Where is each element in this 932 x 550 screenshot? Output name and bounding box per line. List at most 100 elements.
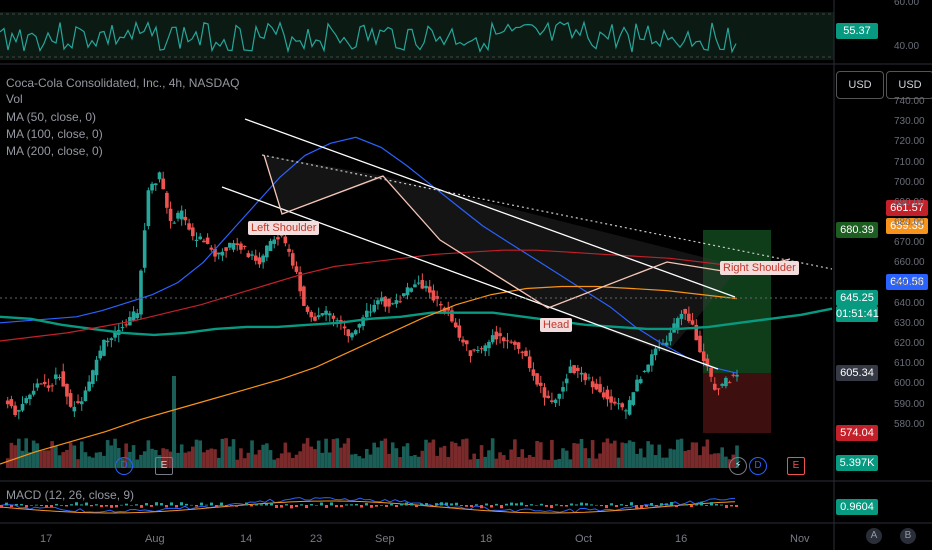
volume-bar [165,449,169,468]
candle-body [105,340,110,343]
macd-hist-bar [330,502,333,506]
volume-bar [605,438,610,468]
candle-body [239,243,243,250]
macd-hist-bar [190,504,193,506]
candle-body [535,373,539,385]
candle-body [179,210,184,220]
macd-hist-bar [380,505,383,506]
candle-body [224,247,228,251]
earnings-badge-1[interactable]: E [155,457,173,475]
macd-hist-bar [30,505,33,506]
currency-button-1[interactable]: USD [836,71,884,99]
candle-body [72,406,77,412]
macd-hist-bar [450,503,453,506]
volume-bar [35,443,40,468]
candle-body [650,354,654,366]
volume-bar [442,445,447,468]
macd-histogram [0,502,738,509]
volume-bar [420,450,425,468]
x-tick-label: Nov [790,533,810,545]
volume-bar [405,443,410,468]
volume-bar [409,456,414,468]
volume-bar [168,451,173,468]
macd-hist-bar [395,505,398,508]
candle-body [39,383,43,385]
candle-body [46,385,51,388]
macd-hist-bar [575,504,578,506]
volume-bar-spike [172,376,176,468]
candle-body [450,310,454,322]
candle-body [54,374,58,379]
volume-bar [735,445,739,468]
candle-body [61,371,66,387]
macd-hist-bar [50,505,53,508]
signal-line [0,500,736,514]
y-tick-label: 710.00 [894,156,925,168]
candle-body [120,327,125,329]
macd-hist-bar [55,503,58,506]
macd-hist-bar [665,503,668,506]
macd-hist-bar [140,505,143,508]
candle-body [335,320,339,322]
volume-bar [505,459,510,468]
log-scale-button[interactable]: B [900,528,916,544]
volume-bar [638,448,643,468]
dividend-badge-1[interactable]: D [115,457,133,475]
volume-bar [587,458,591,468]
macd-hist-bar [475,504,478,506]
candle-body [153,183,158,186]
currency-button-2[interactable]: USD [886,71,932,99]
volume-bar [9,442,14,468]
volume-bar [712,453,717,468]
macd-hist-bar [735,505,738,507]
volume-bar [131,445,136,468]
candle-body [457,325,462,338]
volume-bar [209,448,214,468]
candle-body [187,223,191,230]
volume-bar [531,456,536,468]
candle-body [161,178,165,190]
volume-bar [239,448,243,468]
candle-body [542,387,547,398]
volume-bar [627,440,632,468]
candle-body [716,388,721,390]
candle-body [324,310,328,315]
macd-hist-bar [95,504,98,506]
volume-bar [413,454,417,468]
candle-body [550,400,554,402]
volume-bar [668,448,673,468]
candle-body [194,239,199,242]
candle-body [583,373,588,381]
volume-bar [327,452,332,468]
macd-hist-bar [420,503,423,506]
candle-body [5,400,10,405]
auto-scale-button[interactable]: A [866,528,882,544]
volume-bar [142,451,147,468]
macd-hist-bar [605,505,608,509]
volume-bar [91,457,95,468]
candle-body [235,243,240,246]
macd-hist-bar [235,505,238,507]
macd-hist-bar [540,503,543,506]
volume-bar [5,458,10,468]
dividend-badge-2[interactable]: D [749,457,767,475]
volume-bar [94,452,99,468]
earnings-badge-2[interactable]: E [787,457,805,475]
volume-bar [394,448,399,468]
macd-hist-bar [105,505,108,507]
volume-bar [368,454,373,468]
candle-body [124,324,128,326]
flash-icon[interactable]: ⚡ [729,457,747,475]
volume-bar [490,438,495,468]
volume-bar [198,440,203,468]
volume-bar [161,448,165,468]
macd-hist-bar [465,505,468,507]
candle-body [561,387,565,392]
volume-bar [235,459,240,468]
x-tick-label: 17 [40,533,53,545]
volume-bar [216,457,221,468]
candle-body [253,255,258,261]
macd-hist-bar [290,505,293,509]
volume-bar [57,455,62,468]
macd-hist-bar [110,505,113,508]
